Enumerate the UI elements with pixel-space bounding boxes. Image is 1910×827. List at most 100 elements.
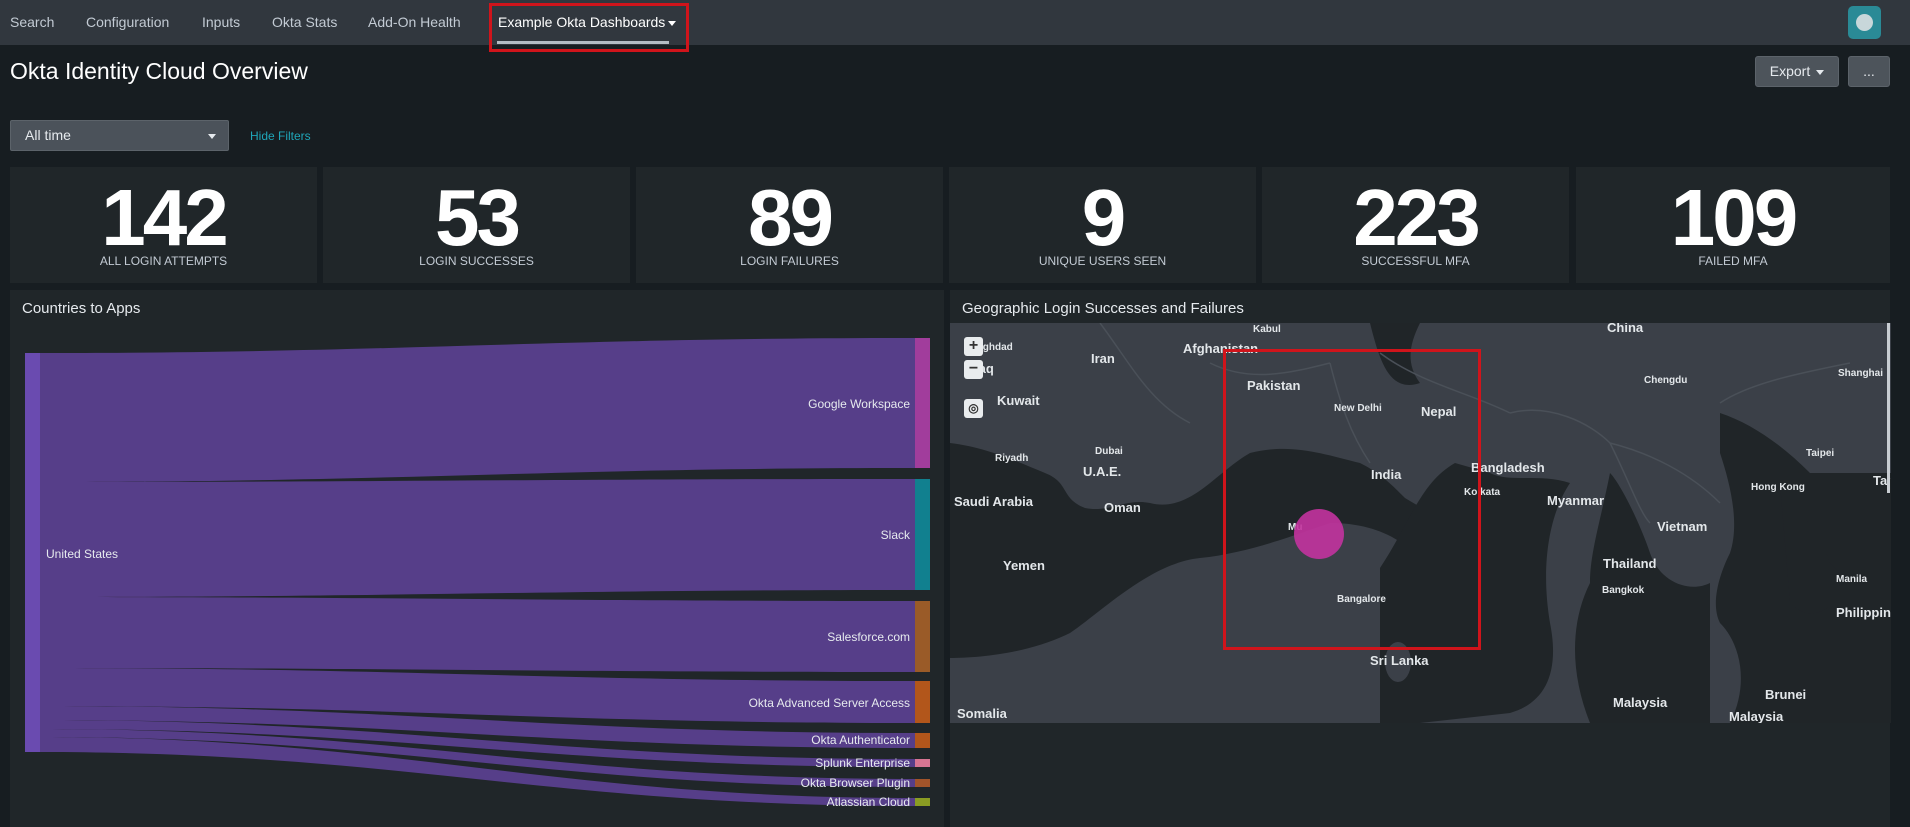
- map-label: Manila: [1836, 574, 1868, 585]
- sankey-node-okta-advanced-server-access[interactable]: [915, 681, 930, 723]
- sankey-target-label: Salesforce.com: [827, 630, 910, 644]
- export-button-label: Export: [1769, 63, 1811, 79]
- flow-splunk-enterprise: [40, 720, 915, 767]
- sankey-node-splunk-enterprise[interactable]: [915, 759, 930, 767]
- flow-google-workspace: [40, 338, 915, 482]
- flow-salesforce: [40, 597, 915, 672]
- map-label: Kabul: [1253, 324, 1281, 335]
- top-navigation: Search Configuration Inputs Okta Stats A…: [0, 0, 1910, 45]
- map-label: Baghdad: [970, 342, 1013, 353]
- sankey-node-atlassian-cloud[interactable]: [915, 798, 930, 806]
- map-scrollbar[interactable]: [1887, 323, 1890, 493]
- panel-title: Countries to Apps: [22, 300, 141, 317]
- highlight-box-map: [1223, 349, 1481, 650]
- highlight-box-nav: [489, 3, 689, 52]
- sankey-target-label: Splunk Enterprise: [815, 756, 910, 770]
- map-label: Kolkata: [1464, 487, 1501, 498]
- caret-down-icon: [668, 20, 677, 26]
- kpi-all-login-attempts[interactable]: 142 ALL LOGIN ATTEMPTS: [10, 167, 317, 283]
- map-label: Oman: [1104, 500, 1141, 515]
- sankey-node-slack[interactable]: [915, 479, 930, 590]
- kpi-label: ALL LOGIN ATTEMPTS: [99, 254, 228, 268]
- nav-add-on-health[interactable]: Add-On Health: [368, 14, 461, 30]
- sankey-node-salesforce[interactable]: [915, 601, 930, 672]
- map-label: New Delhi: [1334, 403, 1382, 414]
- sankey-target-label: Slack: [880, 528, 910, 542]
- export-button[interactable]: Export: [1755, 56, 1839, 87]
- zoom-out-icon[interactable]: −: [964, 360, 983, 379]
- map-label: Bangkok: [1602, 585, 1645, 596]
- flow-slack: [40, 479, 915, 597]
- map-label: Malaysia: [1729, 709, 1784, 723]
- time-range-picker[interactable]: All time: [10, 120, 229, 151]
- sankey-node-source[interactable]: [25, 353, 40, 752]
- map-label: Vietnam: [1657, 519, 1708, 534]
- map-label: Bangladesh: [1471, 460, 1545, 475]
- map-label: Taiwan: [1873, 473, 1891, 488]
- map-label: Bangalore: [1337, 594, 1386, 605]
- map-label: Dubai: [1095, 446, 1123, 457]
- flow-okta-browser-plugin: [40, 729, 915, 787]
- flow-okta-advanced-server-access: [40, 668, 915, 723]
- map-label: Thailand: [1603, 556, 1657, 571]
- map-label: Brunei: [1765, 687, 1807, 702]
- map-label: U.A.E.: [1083, 464, 1122, 479]
- kpi-unique-users-seen[interactable]: 9 UNIQUE USERS SEEN: [949, 167, 1256, 283]
- map-background: [950, 323, 1891, 723]
- more-actions-button[interactable]: ...: [1848, 56, 1890, 87]
- map-canvas[interactable]: Kabul China Baghdad Iraq Iran Afghanista…: [950, 323, 1891, 723]
- nav-example-okta-dashboards-label: Example Okta Dashboards: [498, 14, 666, 30]
- kpi-value: 109: [1670, 173, 1798, 262]
- zoom-in-icon[interactable]: +: [964, 337, 983, 356]
- map-label: Philippines: [1836, 605, 1891, 620]
- map-label: India: [1371, 467, 1402, 482]
- map-label: Chengdu: [1644, 375, 1688, 386]
- map-label: Iran: [1091, 351, 1115, 366]
- sankey-node-okta-browser-plugin[interactable]: [915, 779, 930, 787]
- kpi-value: 9: [1081, 173, 1127, 262]
- kpi-login-failures[interactable]: 89 LOGIN FAILURES: [636, 167, 943, 283]
- kpi-label: FAILED MFA: [1698, 254, 1768, 268]
- kpi-label: SUCCESSFUL MFA: [1361, 254, 1470, 268]
- map-label: Riyadh: [995, 453, 1029, 464]
- map-label: Yemen: [1003, 558, 1045, 573]
- sankey-node-okta-authenticator[interactable]: [915, 733, 930, 748]
- flow-okta-authenticator: [40, 706, 915, 748]
- sankey-source-label: United States: [46, 547, 119, 561]
- kpi-value: 53: [435, 173, 521, 262]
- caret-down-icon: [208, 134, 216, 139]
- nav-inputs[interactable]: Inputs: [202, 14, 241, 30]
- map-label: Nepal: [1421, 404, 1457, 419]
- caret-down-icon: [1816, 69, 1825, 75]
- active-tab-indicator: [497, 41, 669, 44]
- kpi-value: 89: [748, 173, 834, 262]
- nav-example-okta-dashboards[interactable]: Example Okta Dashboards: [498, 0, 677, 45]
- app-logo[interactable]: [1848, 6, 1881, 39]
- reset-view-icon[interactable]: ◎: [964, 399, 983, 418]
- map-label: Saudi Arabia: [954, 494, 1033, 509]
- kpi-successful-mfa[interactable]: 223 SUCCESSFUL MFA: [1262, 167, 1569, 283]
- kpi-label: UNIQUE USERS SEEN: [1038, 254, 1167, 268]
- kpi-label: LOGIN FAILURES: [740, 254, 839, 268]
- nav-okta-stats[interactable]: Okta Stats: [272, 14, 338, 30]
- map-label: Hong Kong: [1751, 482, 1805, 493]
- kpi-login-successes[interactable]: 53 LOGIN SUCCESSES: [323, 167, 630, 283]
- nav-configuration[interactable]: Configuration: [86, 14, 170, 30]
- map-label: China: [1607, 323, 1644, 335]
- map-label: Shanghai: [1838, 368, 1884, 379]
- sankey-target-label: Google Workspace: [808, 397, 910, 411]
- sankey-target-label: Okta Advanced Server Access: [748, 696, 910, 710]
- map-label: Afghanistan: [1183, 341, 1259, 356]
- login-bubble-marker[interactable]: [1294, 509, 1344, 559]
- sankey-target-label: Okta Authenticator: [811, 733, 910, 747]
- logo-mark: [1856, 14, 1873, 31]
- nav-search[interactable]: Search: [10, 14, 55, 30]
- map-label: Taipei: [1806, 448, 1835, 459]
- kpi-value: 142: [101, 173, 228, 262]
- kpi-value: 223: [1353, 173, 1480, 262]
- sankey-node-google-workspace[interactable]: [915, 338, 930, 468]
- map-label: Malaysia: [1613, 695, 1668, 710]
- kpi-failed-mfa[interactable]: 109 FAILED MFA: [1576, 167, 1890, 283]
- hide-filters-link[interactable]: Hide Filters: [250, 129, 311, 143]
- sankey-target-label: Okta Browser Plugin: [800, 776, 910, 790]
